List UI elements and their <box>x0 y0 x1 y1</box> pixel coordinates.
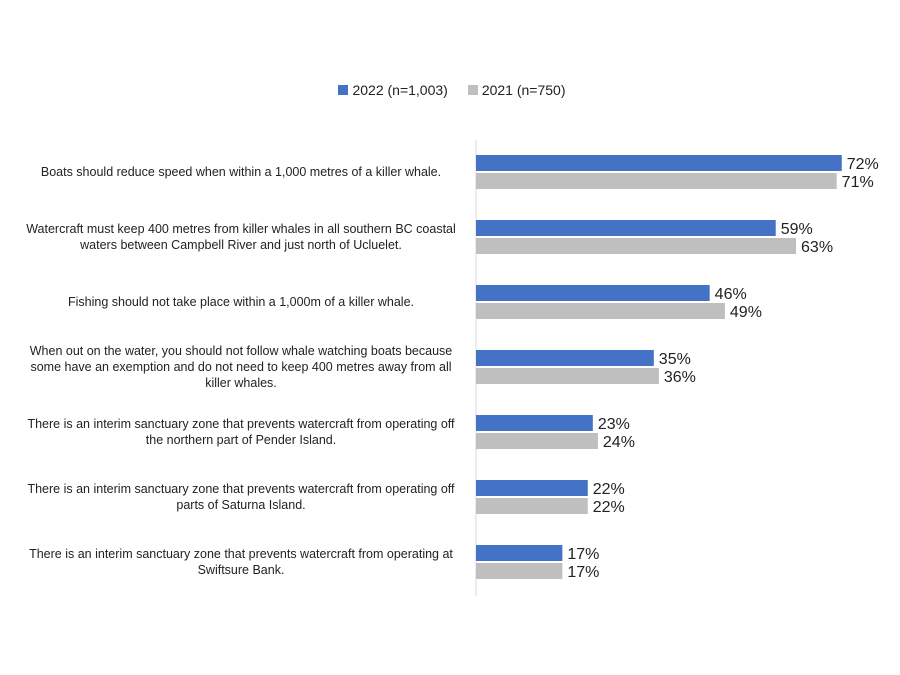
bar-2021 <box>476 498 588 514</box>
data-label: 17% <box>567 564 599 581</box>
data-label: 63% <box>801 239 833 256</box>
bar-2021 <box>476 563 563 579</box>
bar-2021 <box>476 303 725 319</box>
category-label: Boats should reduce speed when within a … <box>40 165 442 179</box>
bar-2022 <box>476 285 710 301</box>
bar-2021 <box>476 173 837 189</box>
legend: 2022 (n=1,003) 2021 (n=750) <box>0 82 900 98</box>
bar-2022 <box>476 415 593 431</box>
category-label: When out on the water, you should not fo… <box>29 344 453 390</box>
data-label: 72% <box>847 156 879 173</box>
data-label: 22% <box>593 499 625 516</box>
data-label: 17% <box>567 546 599 563</box>
data-label: 35% <box>659 351 691 368</box>
legend-item-2022: 2022 (n=1,003) <box>338 82 448 98</box>
category-label: There is an interim sanctuary zone that … <box>29 547 453 577</box>
data-label: 36% <box>664 369 696 386</box>
category-label: There is an interim sanctuary zone that … <box>27 417 455 447</box>
bar-2021 <box>476 433 598 449</box>
category-label: There is an interim sanctuary zone that … <box>27 482 455 512</box>
data-label: 59% <box>781 221 813 238</box>
bar-2022 <box>476 480 588 496</box>
category-label: Fishing should not take place within a 1… <box>67 295 415 309</box>
data-label: 71% <box>842 174 874 191</box>
data-label: 24% <box>603 434 635 451</box>
category-label: Watercraft must keep 400 metres from kil… <box>26 222 456 252</box>
legend-item-2021: 2021 (n=750) <box>467 82 566 98</box>
data-label: 22% <box>593 481 625 498</box>
bar-2021 <box>476 238 797 254</box>
legend-label-2021: 2021 (n=750) <box>481 82 566 98</box>
bar-2022 <box>476 155 842 171</box>
bar-2022 <box>476 220 776 236</box>
bar-2021 <box>476 368 659 384</box>
legend-swatch-2021 <box>467 85 478 95</box>
bar-2022 <box>476 350 654 366</box>
legend-label-2022: 2022 (n=1,003) <box>352 82 448 98</box>
legend-swatch-2022 <box>338 85 349 95</box>
bar-2022 <box>476 545 563 561</box>
data-label: 46% <box>715 286 747 303</box>
data-label: 23% <box>598 416 630 433</box>
data-label: 49% <box>730 304 762 321</box>
